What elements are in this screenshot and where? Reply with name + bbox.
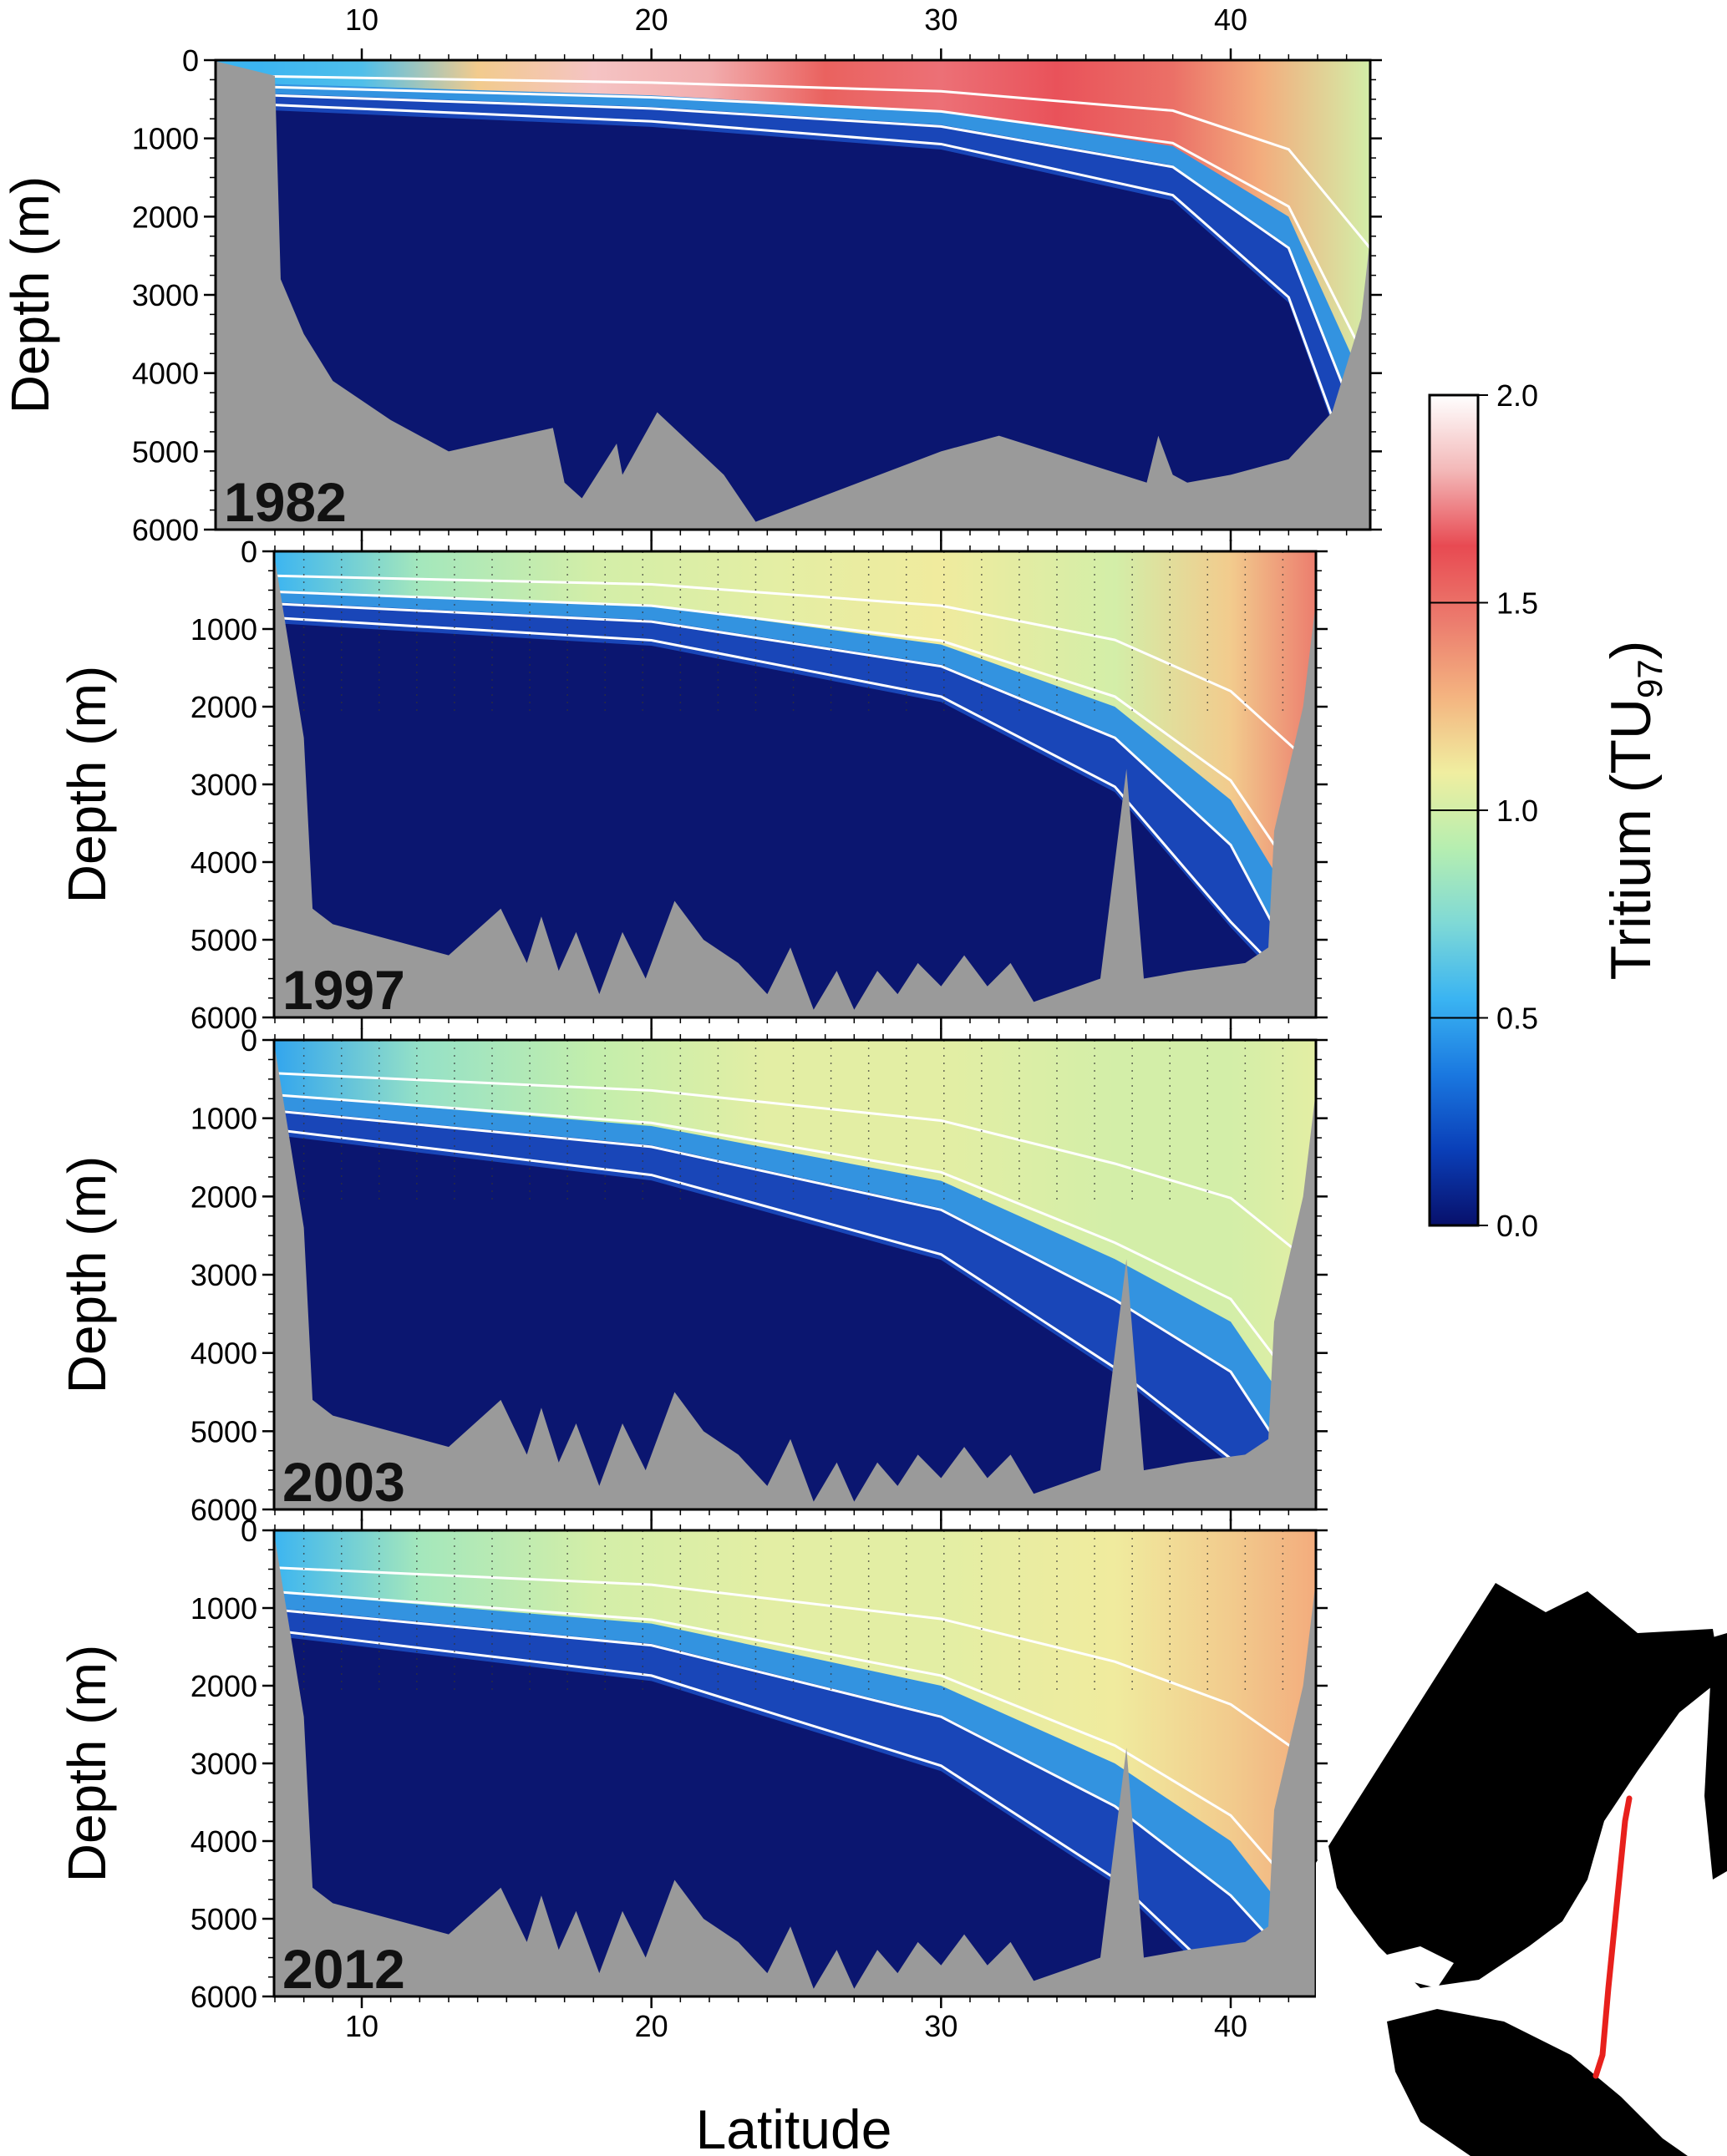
panel-year-label: 2003 [282,1451,405,1513]
intermediate-water-band [216,60,1370,530]
surface-tritium-layer [274,1530,1316,1951]
y-tick-label: 4000 [190,845,257,880]
x-tick-label-top: 20 [635,3,668,37]
contour-line [274,1566,1316,1766]
bathymetry-seafloor [274,557,1316,1017]
bathymetry-seafloor [216,61,1370,530]
y-tick-label: 4000 [190,1337,257,1371]
y-tick-label: 4000 [190,1824,257,1859]
contour-line [274,1590,1316,1915]
south-america-landmass [1387,2009,1688,2156]
y-tick-label: 6000 [190,1001,257,1035]
contour-line [260,94,1370,456]
inset-map [1316,1581,1727,2156]
contour-line [274,590,1316,907]
colorbar-label: Tritium (TU97) [1599,641,1669,981]
contour-line [274,1608,1316,1990]
contour-line [274,574,1316,769]
surface-tritium-layer [216,60,1370,397]
contour-line [274,1109,1316,1503]
contour-line [274,616,1316,1011]
x-tick-label-top: 40 [1214,3,1247,37]
panel-year-label: 1982 [224,471,347,533]
panel-1982: 0 1000 2000 3000 4000 5000 6000 Depth (m) 1982 [0,43,1382,547]
x-tick-label-bottom: 10 [345,2009,378,2043]
y-tick-label: 5000 [132,434,199,469]
y-tick-label: 0 [241,1514,257,1548]
north-america-landmass [1328,1583,1721,1988]
panel-year-label: 1997 [282,959,405,1021]
y-tick-label: 5000 [190,1414,257,1448]
y-tick-label: 0 [182,43,199,78]
panel-1997: 0 1000 2000 3000 4000 5000 6000 Depth (m) 1997 [57,535,1328,1035]
y-tick-label: 1000 [190,1102,257,1136]
x-tick-label-bottom: 30 [924,2009,957,2043]
y-axis-label: Depth (m) [57,666,117,904]
y-tick-label: 6000 [190,1980,257,2014]
x-tick-label-top: 30 [924,3,957,37]
y-tick-label: 2000 [132,200,199,234]
x-axis-label: Latitude [696,2098,892,2156]
surface-tritium-layer [274,1040,1316,1448]
contour-line [260,85,1370,369]
panel-2003: 0 1000 2000 3000 4000 5000 6000 Depth (m) 2003 [57,1023,1328,1527]
y-tick-label: 6000 [190,1493,257,1527]
colorbar-tick-label: 1.5 [1496,586,1538,621]
axis-labels: Latitude [696,2098,892,2156]
bathymetry-seafloor [274,1046,1316,1509]
y-tick-label: 2000 [190,690,257,724]
y-tick-label: 1000 [190,1591,257,1626]
contour-line [274,602,1316,1007]
x-tick-label-bottom: 20 [635,2009,668,2043]
europe-africa-landmass [1704,1633,1727,1880]
y-axis-label: Depth (m) [0,176,60,414]
colorbar: 0.0 0.5 1.0 1.5 2.0 Tritium (TU97) [1428,378,1669,1243]
colorbar-tick-label: 2.0 [1496,378,1538,413]
y-tick-label: 6000 [132,513,199,547]
y-tick-label: 4000 [132,357,199,391]
y-tick-label: 2000 [190,1179,257,1214]
y-tick-label: 1000 [190,612,257,647]
y-axis-label: Depth (m) [57,1645,117,1883]
bathymetry-seafloor [274,1536,1316,1996]
surface-tritium-layer [274,551,1316,940]
y-tick-label: 3000 [190,1747,257,1781]
y-tick-label: 0 [241,1023,257,1058]
y-tick-label: 5000 [190,923,257,957]
y-tick-label: 0 [241,535,257,569]
y-tick-label: 1000 [132,122,199,156]
contour-line [274,1093,1316,1413]
section-track-line [1592,1795,1633,2079]
y-tick-label: 3000 [132,278,199,312]
colorbar-tick-label: 1.0 [1496,794,1538,828]
gulf-of-mexico [1387,1946,1454,1988]
panel-year-label: 2012 [282,1938,405,2000]
colorbar-tick-label: 0.0 [1496,1209,1538,1243]
contour-line [260,103,1370,523]
y-tick-label: 2000 [190,1669,257,1703]
x-tick-label-top: 10 [345,3,378,37]
contour-line [274,1072,1316,1268]
colorbar-tick-label: 0.5 [1496,1002,1538,1036]
y-tick-label: 5000 [190,1902,257,1936]
panel-2012: 0 1000 2000 3000 4000 5000 6000 Depth (m) 2012 [57,1514,1328,2014]
y-tick-label: 3000 [190,768,257,802]
x-tick-label-bottom: 40 [1214,2009,1247,2043]
y-axis-label: Depth (m) [57,1156,117,1394]
y-tick-label: 3000 [190,1258,257,1292]
contour-line [260,74,1370,250]
